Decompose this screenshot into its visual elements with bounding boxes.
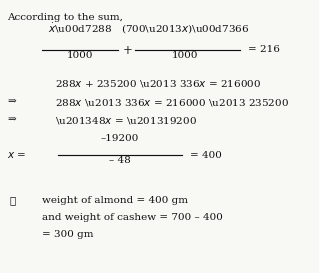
Text: – 48: – 48 [109, 156, 131, 165]
Text: 288$x$ \u2013 336$x$ = 216000 \u2013 235200: 288$x$ \u2013 336$x$ = 216000 \u2013 235… [55, 97, 289, 108]
Text: ∴: ∴ [10, 196, 16, 205]
Text: $x$ =: $x$ = [7, 150, 26, 160]
Text: \u201348$x$ = \u201319200: \u201348$x$ = \u201319200 [55, 115, 197, 126]
Text: 1000: 1000 [67, 51, 93, 60]
Text: ⇒: ⇒ [7, 115, 16, 124]
Text: = 400: = 400 [190, 150, 222, 159]
Text: = 216: = 216 [248, 46, 280, 55]
Text: (700\u2013$x$)\u00d7366: (700\u2013$x$)\u00d7366 [121, 22, 249, 35]
Text: 288$x$ + 235200 \u2013 336$x$ = 216000: 288$x$ + 235200 \u2013 336$x$ = 216000 [55, 78, 261, 89]
Text: 1000: 1000 [172, 51, 198, 60]
Text: $\dot{x}$\u00d7288: $\dot{x}$\u00d7288 [48, 22, 112, 35]
Text: According to the sum,: According to the sum, [7, 13, 123, 22]
Text: +: + [123, 43, 133, 57]
Text: = 300 gm: = 300 gm [42, 230, 93, 239]
Text: –19200: –19200 [101, 134, 139, 143]
Text: ⇒: ⇒ [7, 97, 16, 106]
Text: weight of almond = 400 gm: weight of almond = 400 gm [42, 196, 188, 205]
Text: and weight of cashew = 700 – 400: and weight of cashew = 700 – 400 [42, 213, 223, 222]
